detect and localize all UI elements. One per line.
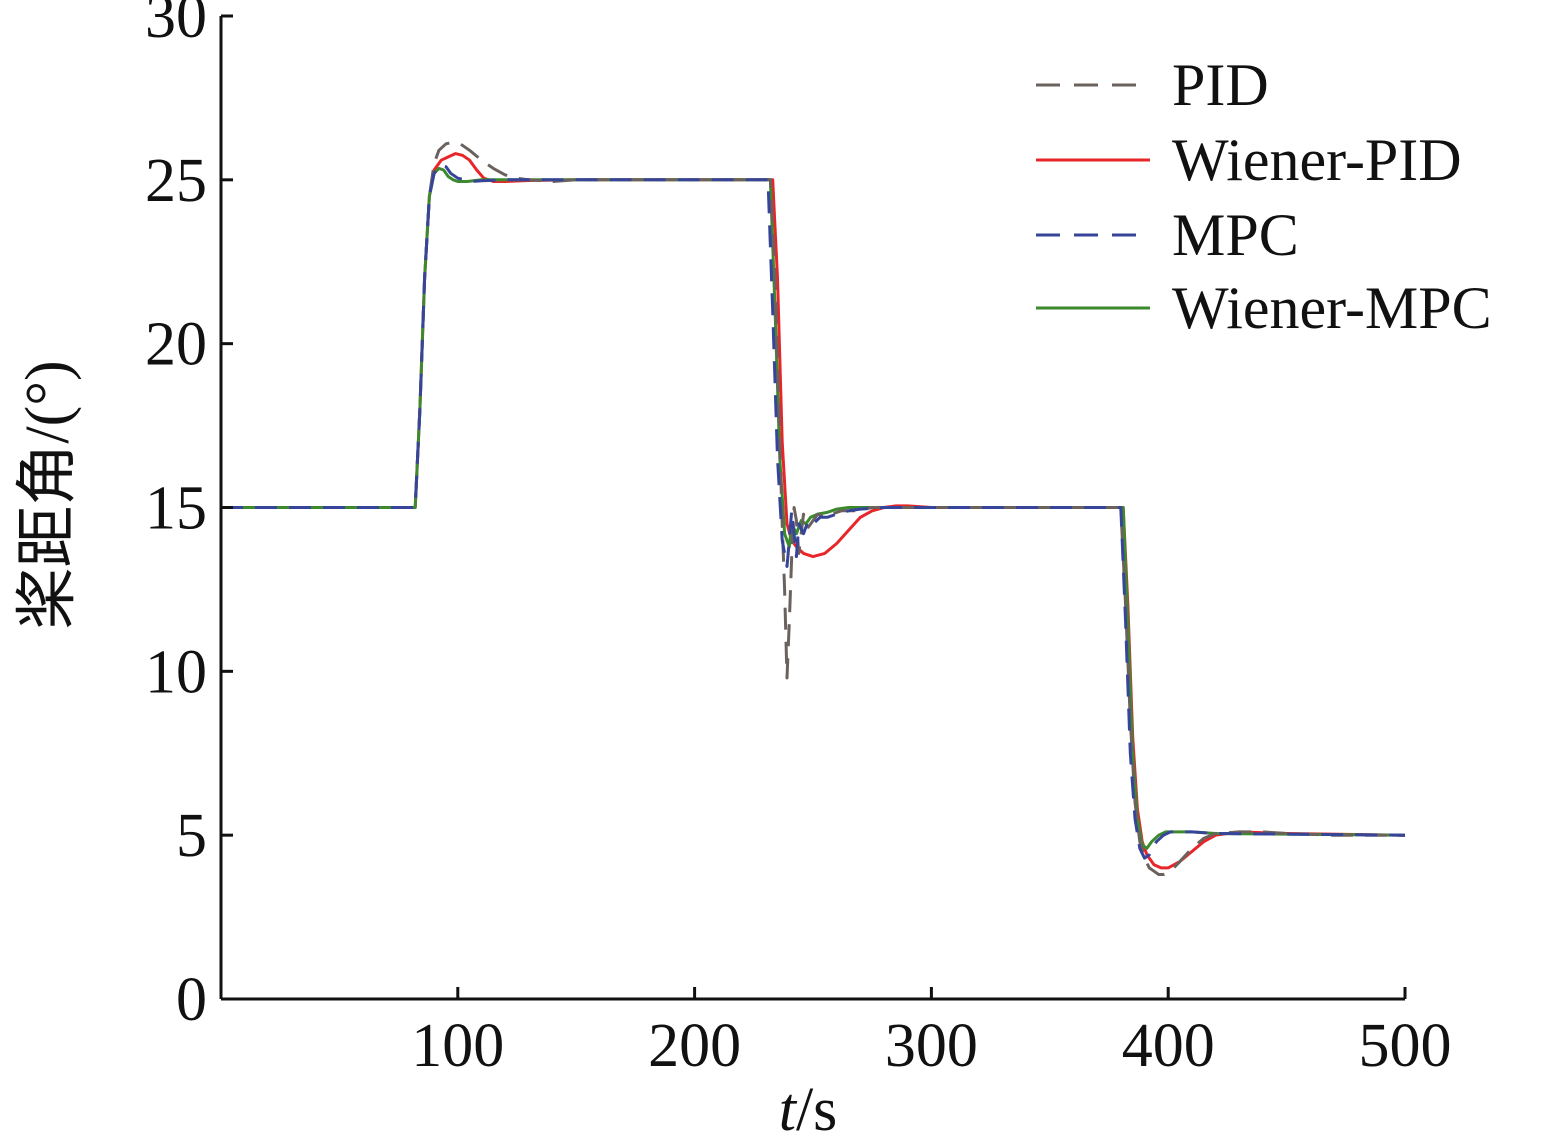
- series-line-wiener-pid: [221, 152, 1406, 870]
- y-tick-label: 15: [145, 475, 207, 543]
- legend-label: Wiener-PID: [1172, 127, 1462, 193]
- x-axis-label-unit: /s: [796, 1076, 837, 1139]
- y-tick-label: 20: [145, 311, 207, 379]
- y-axis-label: 桨距角/(°): [14, 360, 82, 629]
- y-tick-label: 10: [145, 638, 207, 706]
- y-tick-label: 30: [145, 0, 207, 51]
- x-tick-label: 200: [648, 1012, 741, 1080]
- y-tick-label: 0: [176, 966, 207, 1034]
- y-tick-label: 25: [145, 147, 207, 215]
- x-tick-label: 400: [1122, 1012, 1215, 1080]
- x-axis-label-italic: t: [779, 1076, 798, 1139]
- x-tick-label: 100: [411, 1012, 504, 1080]
- y-tick-label: 5: [176, 802, 207, 870]
- plot-lines: [221, 140, 1406, 876]
- series-line-mpc: [221, 163, 1406, 860]
- legend-label: Wiener-MPC: [1172, 275, 1492, 341]
- x-tick-label: 300: [885, 1012, 978, 1080]
- legend-label: PID: [1172, 52, 1269, 118]
- series-line-pid: [221, 140, 1405, 876]
- legend-label: MPC: [1172, 202, 1299, 268]
- x-tick-label: 500: [1359, 1012, 1452, 1080]
- ticks: 0 5 10 15 20 25 30 100 200 300 400 500: [145, 0, 1452, 1080]
- x-axis-label: t/s: [779, 1076, 838, 1139]
- legend: PID Wiener-PID MPC Wiener-MPC: [1036, 52, 1492, 341]
